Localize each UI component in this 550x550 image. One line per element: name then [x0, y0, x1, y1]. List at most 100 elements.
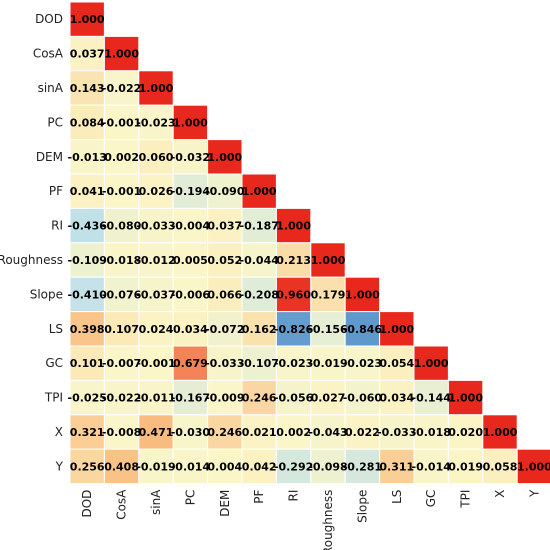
- cell-value-label: 0.034: [173, 323, 208, 336]
- cell-value-label: -0.167: [171, 392, 210, 405]
- cell-value-label: -0.194: [171, 185, 211, 198]
- cell-value-label: -0.001: [102, 116, 141, 129]
- x-tick-label: CosA: [115, 489, 129, 520]
- heatmap-cell-Y-PF: [241, 448, 277, 485]
- cell-value-label: -0.037: [136, 288, 175, 301]
- y-tick-label: LS: [49, 322, 63, 336]
- heatmap-cell-TPI-GC: [413, 379, 449, 416]
- cell-value-label: -0.011: [136, 392, 175, 405]
- heatmap-cell-TPI-RI: [275, 379, 312, 416]
- heatmap-cell-LS-LS: [379, 311, 415, 347]
- heatmap-cell-LS-DOD: [69, 311, 105, 347]
- heatmap-cell-Y-Roughness: [310, 448, 346, 485]
- heatmap-cell-Y-PC: [172, 448, 209, 485]
- cell-value-label: 0.679: [173, 357, 208, 370]
- cell-value-label: 1.000: [311, 254, 346, 267]
- cell-value-label: 0.041: [70, 185, 105, 198]
- heatmap-cell-GC-Slope: [344, 345, 381, 381]
- cell-value-label: 0.024: [139, 323, 174, 336]
- heatmap-cell-GC-DOD: [69, 345, 105, 381]
- cell-value-label: 0.107: [104, 323, 139, 336]
- cell-value-label: -0.043: [308, 426, 347, 439]
- cell-value-label: 1.000: [242, 185, 277, 198]
- cell-value-label: 0.060: [139, 151, 174, 164]
- heatmap-cell-RI-PF: [241, 207, 277, 244]
- cell-value-label: 0.162: [242, 323, 277, 336]
- x-tick-label: PC: [183, 490, 197, 506]
- heatmap-cell-X-LS: [379, 414, 415, 450]
- cell-value-label: 0.005: [173, 254, 208, 267]
- y-tick-label: GC: [45, 356, 63, 370]
- cell-value-label: -0.033: [205, 357, 244, 370]
- cell-value-label: 0.002: [104, 151, 139, 164]
- x-tick-label: TPI: [459, 490, 473, 509]
- cell-value-label: -0.023: [136, 116, 175, 129]
- heatmap-cell-DEM-CosA: [103, 139, 140, 175]
- cell-value-label: -0.001: [102, 185, 141, 198]
- x-tick-labels: DOD CosA sinA PC DEM PF RI Roughness Slope LS GC TP…: [80, 489, 541, 550]
- heatmap-cell-TPI-sinA: [138, 379, 174, 416]
- cell-value-label: 1.000: [173, 116, 208, 129]
- heatmap-cell-PF-PF: [241, 173, 277, 209]
- y-tick-label: TPI: [44, 391, 63, 405]
- heatmap-cell-LS-Roughness: [310, 311, 346, 347]
- cell-value-label: -0.156: [308, 323, 348, 336]
- heatmap-cell-TPI-Slope: [344, 379, 381, 416]
- heatmap-cell-X-X: [482, 414, 518, 450]
- cell-value-label: -0.281: [343, 460, 382, 473]
- cell-value-label: -0.826: [274, 323, 314, 336]
- cell-value-label: 1.000: [104, 48, 139, 61]
- heatmap-cell-LS-Slope: [344, 311, 381, 347]
- heatmap-cell-Roughness-DOD: [69, 242, 105, 278]
- y-tick-label: Roughness: [0, 253, 63, 267]
- heatmap-cell-Y-DEM: [207, 448, 243, 485]
- y-tick-label: DEM: [36, 150, 63, 164]
- cell-value-label: -0.107: [240, 357, 279, 370]
- cell-value-label: -0.033: [377, 426, 416, 439]
- heatmap-cell-CosA-DOD: [69, 35, 105, 72]
- heatmap-cell-PF-DOD: [69, 173, 105, 209]
- cell-value-label: -0.022: [102, 82, 141, 95]
- heatmap-cell-LS-sinA: [138, 311, 174, 347]
- cell-value-label: 0.246: [207, 426, 242, 439]
- cell-value-label: -0.022: [102, 392, 141, 405]
- cell-value-label: 1.000: [139, 82, 174, 95]
- cell-value-label: 0.019: [448, 460, 483, 473]
- cell-value-label: -0.006: [171, 288, 211, 301]
- x-tick-label: RI: [287, 490, 301, 502]
- cell-value-label: 0.058: [483, 460, 518, 473]
- cell-value-label: -0.033: [136, 220, 175, 233]
- cell-value-label: 0.034: [379, 392, 414, 405]
- cell-value-label: -0.013: [68, 151, 107, 164]
- heatmap-cell-Y-CosA: [103, 448, 140, 485]
- x-tick-label: DEM: [218, 490, 232, 517]
- heatmap-cell-X-GC: [413, 414, 449, 450]
- cell-value-label: 0.021: [242, 426, 277, 439]
- cell-value-label: -0.144: [412, 392, 452, 405]
- heatmap-cell-X-Slope: [344, 414, 381, 450]
- y-tick-label: Slope: [30, 287, 63, 301]
- cell-value-label: 0.311: [379, 460, 414, 473]
- cell-value-label: -0.080: [102, 220, 142, 233]
- y-tick-label: DOD: [35, 12, 63, 26]
- heatmap-cell-Slope-DOD: [69, 276, 105, 313]
- heatmap-cell-X-RI: [275, 414, 312, 450]
- heatmap-cell-TPI-LS: [379, 379, 415, 416]
- heatmap-cell-TPI-PF: [241, 379, 277, 416]
- cell-value-label: -0.014: [171, 460, 211, 473]
- cell-value-label: 1.000: [448, 392, 483, 405]
- x-tick-label: LS: [390, 490, 404, 504]
- cell-value-label: -0.292: [274, 460, 313, 473]
- cell-value-label: 0.042: [242, 460, 277, 473]
- heatmap-cell-LS-PC: [172, 311, 209, 347]
- cell-value-label: -0.019: [308, 357, 347, 370]
- heatmap-cell-Y-X: [482, 448, 518, 485]
- heatmap-cell-X-PC: [172, 414, 209, 450]
- heatmap-cell-GC-PF: [241, 345, 277, 381]
- cell-value-label: -0.007: [102, 357, 141, 370]
- cell-value-label: -0.436: [68, 220, 108, 233]
- cell-value-label: -0.072: [205, 323, 244, 336]
- cell-value-label: -0.060: [343, 392, 383, 405]
- cell-value-label: 0.037: [70, 48, 105, 61]
